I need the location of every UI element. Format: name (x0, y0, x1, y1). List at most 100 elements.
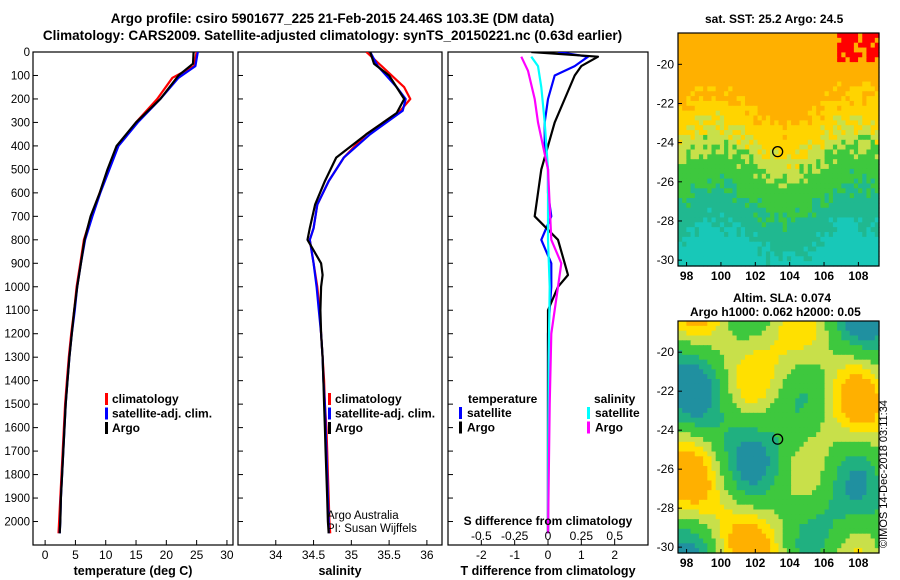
sst-map-cell (690, 66, 696, 73)
sst-map-cell (807, 261, 813, 267)
sla-map-ytick-label: -22 (657, 384, 675, 398)
sst-map-cell (770, 115, 775, 121)
sla-map-cell (874, 350, 880, 356)
sla-map-cell (870, 499, 876, 506)
sla-map-cell (770, 524, 775, 530)
sst-map-cell (770, 256, 775, 262)
sla-map-cell (803, 369, 809, 375)
sst-map-cell (719, 66, 725, 73)
sla-map-cell (841, 427, 847, 433)
sst-map-cell (728, 256, 734, 262)
sla-map-cell (786, 403, 792, 409)
sst-map-cell (690, 198, 696, 204)
sla-map-cell (694, 543, 700, 549)
sst-map-cell (678, 47, 683, 54)
depth-tick-label: 300 (11, 117, 30, 129)
sst-map-cell (682, 52, 687, 58)
sst-map-cell (703, 81, 708, 87)
sla-map-cell (745, 403, 750, 409)
sla-map-cell (853, 403, 859, 409)
sst-map-cell (770, 164, 775, 170)
sla-map-cell (862, 432, 868, 438)
sst-map-cell (678, 149, 683, 155)
sla-map-cell (820, 480, 826, 486)
sst-map-cell (791, 139, 796, 146)
sla-map-cell (690, 340, 696, 346)
sst-map-cell (841, 183, 847, 189)
sst-map-cell (745, 149, 750, 155)
sst-map-cell (782, 125, 788, 131)
sla-map-cell (736, 374, 742, 380)
sst-map-cell (728, 105, 734, 112)
sla-map-cell (862, 509, 868, 515)
sla-map-cell (858, 524, 863, 530)
sst-map-cell (740, 37, 746, 44)
credit-annotation: Argo Australia (327, 510, 399, 522)
sla-map-cell (736, 369, 742, 375)
sst-map-cell (866, 130, 872, 136)
sla-map-cell (765, 528, 771, 535)
sst-map-cell (820, 86, 826, 92)
sst-map-cell (828, 139, 834, 146)
sla-map-cell (828, 466, 834, 472)
sla-map-cell (799, 548, 805, 554)
sst-map-cell (711, 86, 717, 92)
sla-map-cell (812, 519, 817, 525)
sla-map-cell (820, 350, 826, 356)
sst-map-cell (728, 110, 734, 117)
sla-map-cell (837, 514, 842, 520)
sla-map-cell (812, 533, 817, 540)
sst-map-cell (799, 100, 805, 107)
sla-map-cell (753, 538, 759, 544)
sst-map-cell (828, 81, 834, 87)
sst-map-cell (753, 71, 759, 78)
sst-map-cell (757, 227, 763, 233)
sla-map-cell (862, 475, 868, 482)
sla-map-cell (816, 350, 821, 356)
sst-map-cell (870, 47, 876, 54)
sst-map-cell (803, 154, 809, 160)
sla-map-cell (719, 408, 725, 414)
sst-map-cell (853, 66, 859, 73)
sla-map-cell (707, 340, 713, 346)
sla-map-cell (849, 499, 855, 506)
sla-map-cell (870, 490, 876, 496)
sst-map-cell (845, 130, 851, 136)
sst-map-cell (791, 144, 796, 151)
sst-map-cell (736, 62, 742, 68)
sst-map-cell (782, 168, 788, 175)
sst-map-cell (707, 33, 713, 39)
sla-map-cell (832, 548, 838, 554)
sst-map-cell (807, 91, 813, 97)
sst-map-cell (757, 178, 763, 185)
sst-map-cell (694, 154, 700, 160)
sst-map-cell (807, 33, 813, 39)
sla-map-cell (686, 509, 692, 515)
sla-map-cell (678, 504, 683, 511)
sla-map-cell (870, 345, 876, 351)
sla-map-cell (757, 340, 763, 346)
sst-map-cell (698, 207, 704, 214)
sla-map-cell (770, 325, 775, 332)
sst-map-cell (765, 159, 771, 165)
sla-map-cell (828, 499, 834, 506)
sst-map-cell (828, 232, 834, 238)
sla-map-cell (707, 451, 713, 457)
sla-map-cell (849, 417, 855, 424)
sla-map-cell (791, 383, 796, 390)
sla-map-cell (765, 369, 771, 375)
sla-map-cell (786, 470, 792, 477)
sst-map-cell (841, 256, 847, 262)
sst-map-cell (715, 188, 721, 194)
temperature-xlabel: temperature (deg C) (74, 564, 193, 578)
sst-map-cell (849, 52, 855, 58)
sla-map-cell (765, 519, 771, 525)
sst-map-cell (715, 62, 721, 68)
sst-map-cell (820, 37, 826, 44)
sla-map-cell (736, 340, 742, 346)
sla-map-cell (778, 383, 784, 390)
sla-map-cell (820, 490, 826, 496)
depth-tick-label: 200 (11, 94, 30, 106)
sla-map-cell (740, 398, 746, 404)
sla-map-cell (799, 470, 805, 477)
